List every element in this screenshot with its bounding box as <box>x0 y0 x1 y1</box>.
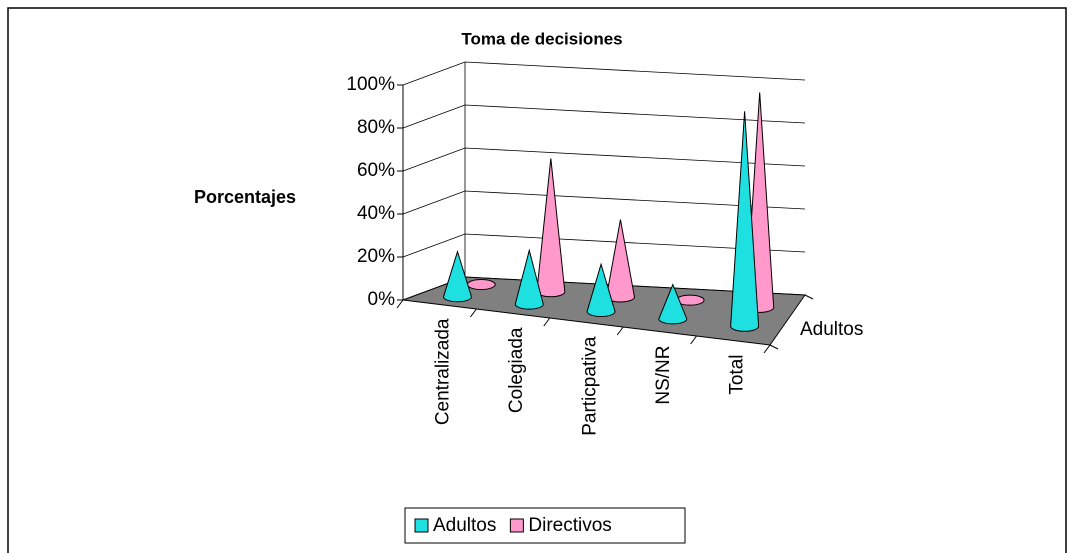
cone <box>514 248 544 310</box>
legend-swatch <box>509 518 524 533</box>
legend-label: Directivos <box>528 515 611 536</box>
depth-tick <box>769 344 779 350</box>
x-tick <box>469 308 477 318</box>
cone <box>442 249 472 303</box>
legend-swatch <box>414 518 429 533</box>
legend-box <box>404 507 686 544</box>
y-axis-label: Porcentajes <box>194 187 296 207</box>
chart-title: Toma de decisiones <box>461 29 622 48</box>
cone <box>730 111 760 332</box>
depth-label: Adultos <box>800 319 863 340</box>
cone <box>586 262 616 318</box>
x-tick-label: Particpativa <box>580 336 601 436</box>
x-tick <box>763 344 771 354</box>
x-tick-label: NS/NR <box>653 346 674 405</box>
depth-tick <box>804 294 814 300</box>
cone <box>658 283 688 325</box>
y-tick-label: 80% <box>357 117 395 138</box>
frame <box>7 7 1067 553</box>
x-tick <box>396 299 404 309</box>
x-tick <box>690 335 697 345</box>
y-tick-label: 40% <box>357 203 395 224</box>
x-tick-label: Total <box>726 355 747 395</box>
legend-label: Adultos <box>433 515 496 536</box>
y-tick-label: 0% <box>368 289 396 310</box>
y-tick-label: 20% <box>357 246 395 267</box>
x-tick-label: Centralizada <box>433 318 454 425</box>
x-tick <box>543 317 551 327</box>
y-tick-label: 100% <box>346 74 395 95</box>
y-tick-label: 60% <box>357 160 395 181</box>
x-tick-label: Colegiada <box>506 327 527 413</box>
x-tick <box>616 326 624 336</box>
cone <box>466 279 496 291</box>
left-wall <box>403 62 465 300</box>
